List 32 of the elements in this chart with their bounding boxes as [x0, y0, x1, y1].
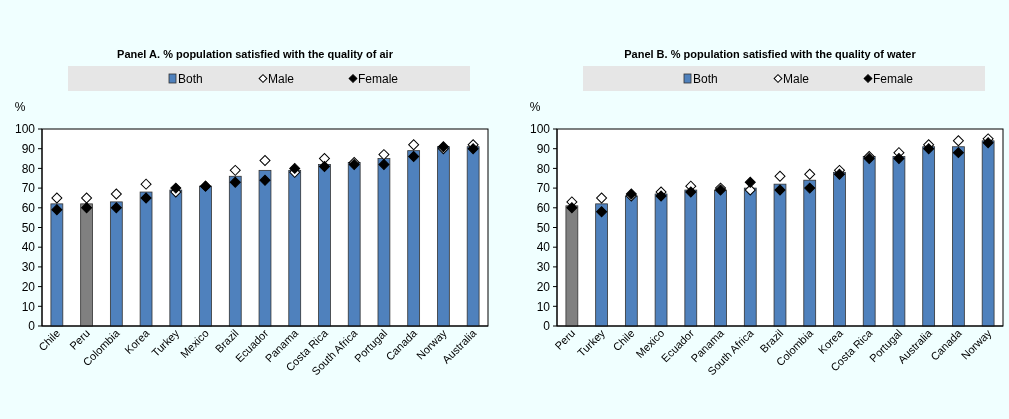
y-tick-label: 60 [21, 201, 36, 215]
legend-label: Male [783, 72, 810, 86]
chart-title: Panel B. % population satisfied with the quality of water [624, 48, 917, 60]
y-tick-label: 10 [536, 299, 551, 314]
y-tick-label: 60 [536, 201, 551, 215]
y-tick-label: 90 [536, 141, 551, 156]
y-tick-label: 100 [529, 122, 551, 137]
y-tick-label: 70 [21, 181, 36, 196]
y-tick-label: 20 [536, 279, 551, 294]
y-tick-label: 50 [536, 220, 551, 235]
legend-label: Male [268, 72, 295, 86]
legend-label: Female [358, 72, 399, 86]
legend-label: Female [873, 72, 914, 86]
y-tick-label: 70 [536, 181, 551, 196]
y-tick-label: 30 [536, 260, 551, 275]
y-tick-label: 80 [21, 161, 36, 176]
y-tick-label: 50 [21, 220, 36, 235]
y-tick-label: 40 [21, 240, 36, 255]
y-tick-label: 40 [536, 240, 551, 255]
y-tick-label: 80 [536, 161, 551, 176]
legend-label: Both [693, 72, 718, 86]
y-tick-label: 30 [21, 260, 36, 275]
y-tick-label: 10 [21, 299, 36, 314]
y-tick-label: 0 [543, 319, 551, 334]
y-tick-label: 90 [21, 141, 36, 156]
legend-label: Both [178, 72, 203, 86]
y-tick-label: 0 [28, 319, 36, 334]
y-tick-label: 20 [21, 279, 36, 294]
y-axis-title: % [14, 100, 26, 114]
chart-title: Panel A. % population satisfied with the quality of air [117, 48, 394, 60]
y-tick-label: 100 [14, 122, 36, 137]
y-axis-title: % [529, 100, 541, 114]
